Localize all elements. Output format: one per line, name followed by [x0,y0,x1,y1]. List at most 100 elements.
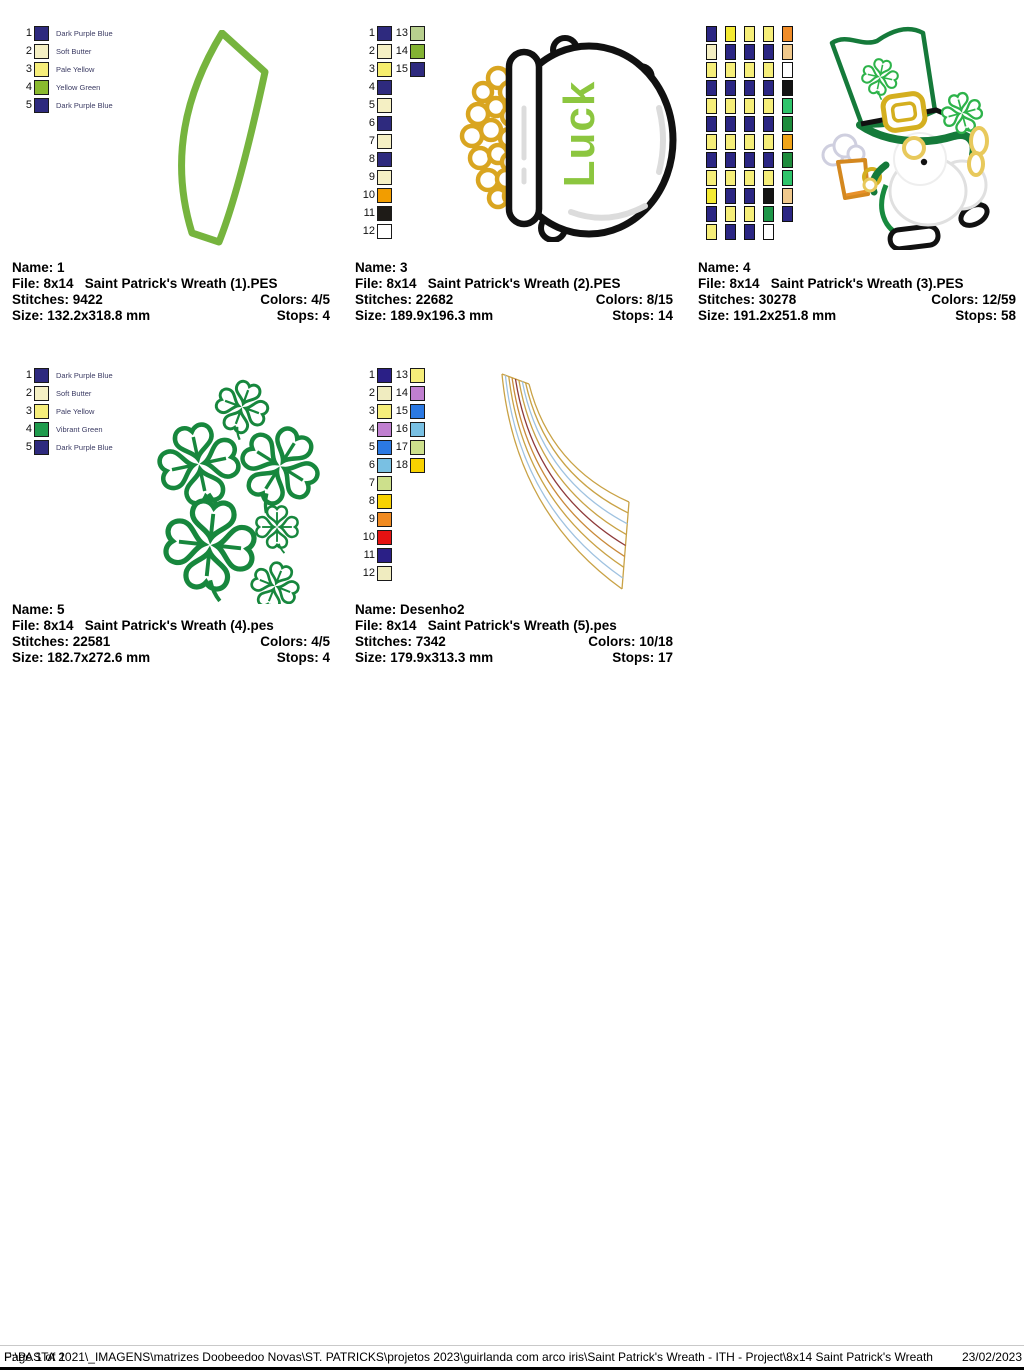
thread-color-chip [744,134,755,150]
design-stitches: Stitches: 22682 [355,292,454,307]
design-file: File: 8x14 Saint Patrick's Wreath (5).pe… [355,618,617,633]
thread-color-name: Soft Butter [56,388,92,398]
thread-color-row: 10 [361,186,392,204]
thread-number: 15 [395,405,408,417]
thread-color-name: Pale Yellow [56,64,95,74]
thread-color-row: 8 [361,150,392,168]
thread-color-chip [763,98,774,114]
thread-color-chip [782,98,793,114]
thread-color-row: 14 [394,42,425,60]
thread-color-name: Soft Butter [56,46,92,56]
thread-color-chip [725,170,736,186]
design-stitches: Stitches: 22581 [12,634,111,649]
thread-color-chip [744,152,755,168]
luck-text: Luck [555,81,604,188]
thread-color-chip [377,475,392,491]
hand [862,177,878,193]
thread-number: 2 [25,45,32,57]
thread-color-chip [34,79,49,95]
design-colors: Colors: 4/5 [260,634,330,649]
design-stitches: Stitches: 7342 [355,634,446,649]
thread-color-row: 1 [361,366,392,384]
beer-mug-icon [821,133,882,200]
page-bottom-edge [0,1367,1024,1370]
thread-color-chip [725,116,736,132]
design-stops: Stops: 14 [612,308,673,323]
thread-color-chip [706,26,717,42]
thread-number: 9 [368,171,375,183]
thread-color-chip [744,206,755,222]
thread-color-chip [763,116,774,132]
thread-color-name: Pale Yellow [56,406,95,416]
thread-color-chip [706,170,717,186]
thread-color-chip [725,188,736,204]
thread-color-chip [377,187,392,203]
design-card-desenho2: 1 2 3 4 5 6 7 8 9 10 11 12 13 14 15 16 17 18 Name: Desenh… [355,364,681,666]
thread-color-row: 3 [361,60,392,78]
thread-color-chip [377,151,392,167]
thread-color-chip [744,26,755,42]
thread-color-row: 12 [361,564,392,582]
thread-color-chip [377,511,392,527]
thread-number: 3 [368,63,375,75]
design-colors: Colors: 10/18 [588,634,673,649]
thread-number: 10 [362,189,375,201]
thread-color-chip [34,97,49,113]
thread-color-chip [725,44,736,60]
thread-number: 13 [395,369,408,381]
design-size: Size: 132.2x318.8 mm [12,308,151,323]
thread-color-row: 15 [394,60,425,78]
design-name: Name: 4 [698,260,751,275]
thread-number: 2 [368,45,375,57]
thread-color-chip [377,385,392,401]
thread-color-chip [377,79,392,95]
thread-color-row: 4 Yellow Green [18,78,113,96]
thread-color-row: 5 Dark Purple Blue [18,438,113,456]
thread-number: 6 [368,117,375,129]
thread-color-chip [763,224,774,240]
thread-color-chip [782,80,793,96]
thread-color-chip [706,44,717,60]
thread-color-chip [763,44,774,60]
thread-color-chip [34,43,49,59]
thread-color-chip [782,62,793,78]
thread-color-row: 11 [361,204,392,222]
thread-number: 3 [368,405,375,417]
design-card-4: Name: 4 File: 8x14 Saint Patrick's Wreat… [698,22,1024,324]
thread-number: 1 [25,369,32,381]
thread-color-chip [763,206,774,222]
design-preview-rainbow-outline [501,373,630,590]
thread-color-chip [410,439,425,455]
nose-ring [902,136,926,160]
thread-number: 8 [368,153,375,165]
thread-number: 18 [395,459,408,471]
thread-color-chip [377,133,392,149]
thread-color-chip [744,224,755,240]
thread-color-row: 2 Soft Butter [18,384,113,402]
thread-color-row: 3 Pale Yellow [18,60,113,78]
design-file: File: 8x14 Saint Patrick's Wreath (1).PE… [12,276,278,291]
thread-number: 15 [395,63,408,75]
thread-color-chip [377,43,392,59]
thread-color-chip [706,134,717,150]
thread-color-chip [763,62,774,78]
thread-color-chip [725,62,736,78]
thread-color-chip [377,205,392,221]
thread-color-name: Vibrant Green [56,424,103,434]
design-5-meta: Name: 5 File: 8x14 Saint Patrick's Wreat… [12,602,330,666]
thread-color-chip [410,43,425,59]
thread-number: 5 [25,99,32,111]
thread-color-chip [744,44,755,60]
thread-number: 8 [368,495,375,507]
thread-color-row: 11 [361,546,392,564]
thread-color-chip [410,61,425,77]
thread-color-chip [377,493,392,509]
thread-color-row: 10 [361,528,392,546]
thread-color-name: Dark Purple Blue [56,370,113,380]
thread-color-chip [706,206,717,222]
thread-color-chip [725,26,736,42]
thread-color-chip [725,224,736,240]
design-1-meta: Name: 1 File: 8x14 Saint Patrick's Wreat… [12,260,330,324]
thread-color-chip [763,188,774,204]
